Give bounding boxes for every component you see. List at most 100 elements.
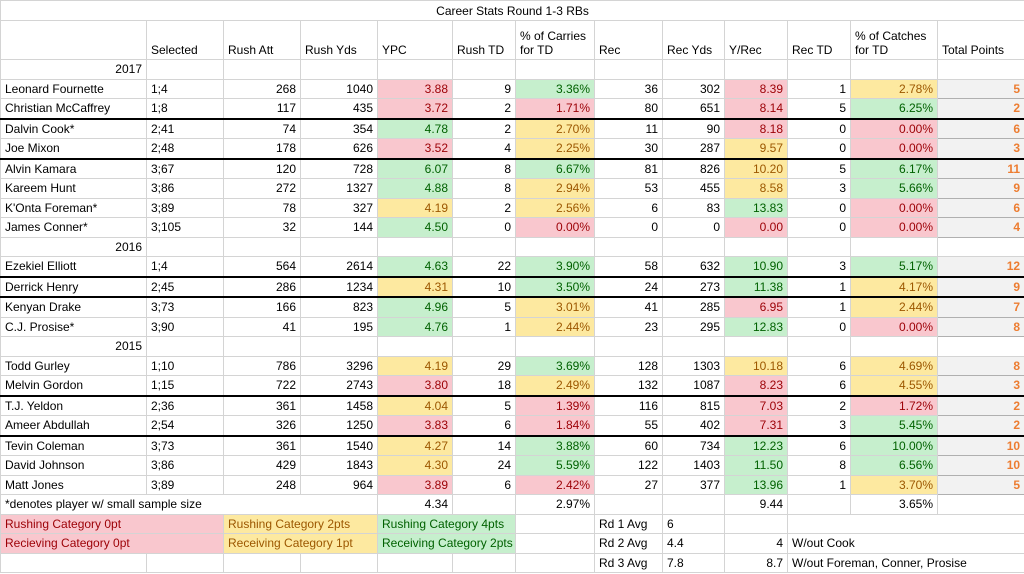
y-rec: 12.83 <box>724 316 788 337</box>
rec: 23 <box>594 316 663 337</box>
table-row: David Johnson 3;86 429 1843 4.30 24 5.59% 122 14… <box>0 455 1024 476</box>
player-name: Todd Gurley <box>0 355 147 376</box>
player-name: Melvin Gordon <box>0 375 147 396</box>
pct-carries-td: 2.44% <box>515 316 595 337</box>
total-points: 12 <box>936 256 1024 277</box>
column-header: Rec TD <box>787 20 851 60</box>
empty-cell <box>452 552 516 573</box>
pct-catches-td: 4.69% <box>850 355 938 376</box>
rec-td: 0 <box>787 117 851 139</box>
rush-att: 120 <box>223 157 301 179</box>
player-name: James Conner* <box>0 217 147 238</box>
ypc: 4.96 <box>377 296 453 318</box>
y-rec: 8.14 <box>724 98 788 119</box>
rush-att: 361 <box>223 434 301 456</box>
legend-rushing-red: Rushing Category 0pt <box>0 513 224 534</box>
empty-cell <box>452 236 516 257</box>
ypc: 4.63 <box>377 256 453 277</box>
pct-catches-td: 2.78% <box>850 78 938 99</box>
table-row: Tevin Coleman 3;73 361 1540 4.27 14 3.88% 60 734… <box>0 434 1024 456</box>
rush-att: 178 <box>223 138 301 159</box>
rush-att: 268 <box>223 78 301 99</box>
selected-pick: 3;67 <box>146 157 224 179</box>
rec-yds: 1303 <box>662 355 725 376</box>
y-rec: 9.57 <box>724 138 788 159</box>
pct-catches-td: 2.44% <box>850 296 938 318</box>
selected-pick: 3;73 <box>146 434 224 456</box>
ypc: 4.30 <box>377 455 453 476</box>
rec: 58 <box>594 256 663 277</box>
rec-yds: 287 <box>662 138 725 159</box>
ypc: 4.04 <box>377 394 453 416</box>
empty-cell <box>724 59 788 80</box>
rush-td: 9 <box>452 78 516 99</box>
ypc: 4.19 <box>377 355 453 376</box>
y-rec: 10.90 <box>724 256 788 277</box>
empty-cell <box>724 236 788 257</box>
rush-td: 2 <box>452 98 516 119</box>
rush-td: 1 <box>452 316 516 337</box>
rush-yds: 626 <box>300 138 378 159</box>
round-avg-label: Rd 3 Avg <box>594 552 663 573</box>
ypc: 4.19 <box>377 197 453 218</box>
pct-catches-td: 3.70% <box>850 474 938 495</box>
rec-td: 3 <box>787 256 851 277</box>
rush-att: 722 <box>223 375 301 396</box>
year-row: 2017 <box>0 59 1024 80</box>
rec-td: 0 <box>787 197 851 218</box>
rec-td: 1 <box>787 78 851 99</box>
rec-yds: 1403 <box>662 455 725 476</box>
pct-catches-td: 0.00% <box>850 217 938 238</box>
rec-td: 0 <box>787 217 851 238</box>
pct-carries-td: 2.25% <box>515 138 595 159</box>
rec-td: 0 <box>787 138 851 159</box>
rec: 55 <box>594 415 663 436</box>
ypc: 3.52 <box>377 138 453 159</box>
rec-yds: 651 <box>662 98 725 119</box>
rush-td: 8 <box>452 157 516 179</box>
ypc: 4.27 <box>377 434 453 456</box>
empty-cell <box>662 336 725 357</box>
rec-yds: 295 <box>662 316 725 337</box>
pct-carries-td: 3.88% <box>515 434 595 456</box>
total-points: 8 <box>936 355 1024 376</box>
empty-cell <box>515 533 595 554</box>
total-points: 7 <box>936 296 1024 318</box>
rush-yds: 144 <box>300 217 378 238</box>
rec-yds: 83 <box>662 197 725 218</box>
rec: 0 <box>594 217 663 238</box>
empty-cell <box>515 236 595 257</box>
rush-yds: 1234 <box>300 275 378 298</box>
rec: 36 <box>594 78 663 99</box>
avg-y-rec: 9.44 <box>724 494 788 515</box>
selected-pick: 3;105 <box>146 217 224 238</box>
ypc: 4.88 <box>377 178 453 199</box>
rush-att: 564 <box>223 256 301 277</box>
rec: 128 <box>594 355 663 376</box>
pct-carries-td: 6.67% <box>515 157 595 179</box>
legend-row: Recieving Category 0pt Receiving Category… <box>0 533 1024 554</box>
table-row: Matt Jones 3;89 248 964 3.89 6 2.42% 27 377 13.96… <box>0 474 1024 495</box>
rush-yds: 1250 <box>300 415 378 436</box>
empty-cell <box>662 236 725 257</box>
legend-receiving-yellow: Receiving Category 1pt <box>223 533 378 554</box>
pct-catches-td: 4.55% <box>850 375 938 396</box>
selected-pick: 1;4 <box>146 256 224 277</box>
rec-td: 2 <box>787 394 851 416</box>
pct-catches-td: 0.00% <box>850 138 938 159</box>
year-row: 2015 <box>0 336 1024 357</box>
rec-td: 5 <box>787 98 851 119</box>
rec-td: 8 <box>787 455 851 476</box>
ypc: 4.50 <box>377 217 453 238</box>
rush-att: 272 <box>223 178 301 199</box>
rush-yds: 823 <box>300 296 378 318</box>
empty-cell <box>146 59 224 80</box>
rush-yds: 435 <box>300 98 378 119</box>
y-rec: 10.20 <box>724 157 788 179</box>
total-points: 2 <box>936 98 1024 119</box>
rec-yds: 632 <box>662 256 725 277</box>
empty-cell <box>0 552 147 573</box>
rush-att: 429 <box>223 455 301 476</box>
player-name: K'Onta Foreman* <box>0 197 147 218</box>
